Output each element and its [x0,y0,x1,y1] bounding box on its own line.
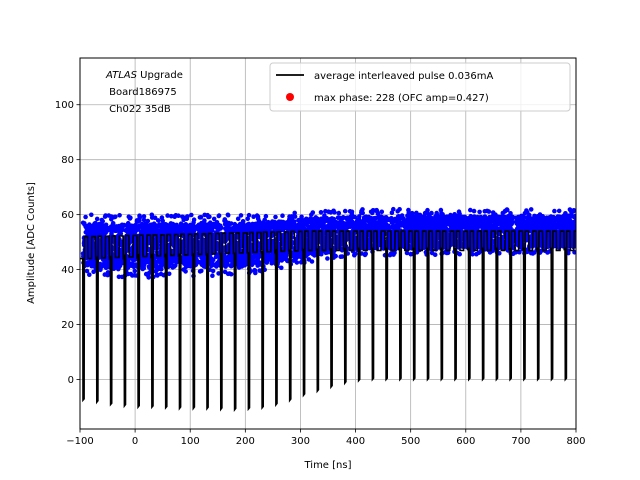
x-tick-label: 800 [566,436,585,447]
x-tick-label: 600 [456,436,475,447]
x-tick-label: 300 [291,436,310,447]
y-tick-label: 40 [61,265,74,276]
y-axis-label: Amplitude [ADC Counts] [26,182,37,304]
y-tick-label: 20 [61,320,74,331]
average-pulse-line [80,230,576,413]
annotation-atlas: ATLAS [105,70,138,81]
x-tick-label: 200 [236,436,255,447]
plot-frame [79,57,577,430]
y-tick-label: 100 [55,100,74,111]
legend: average interleaved pulse 0.036mA max ph… [269,62,571,112]
x-tick-label: 700 [511,436,530,447]
x-tick-label: 100 [181,436,200,447]
x-tick-label: −100 [66,436,93,447]
y-tick-label: 60 [61,210,74,221]
axis-ticks: −100 0 100 200 300 400 500 600 700 800 0 20 40 60 80 10… [55,100,586,447]
annotation: ATLAS Upgrade Board186975 Ch022 35dB [105,70,183,115]
y-tick-label: 0 [68,375,74,386]
x-tick-label: 500 [401,436,420,447]
x-tick-label: 400 [346,436,365,447]
annotation-board: Board186975 [106,87,177,98]
legend-entry-average-pulse: average interleaved pulse 0.036mA [314,71,493,82]
legend-red-dot-swatch [286,93,294,101]
line-layer [80,230,576,413]
x-tick-label: 0 [132,436,138,447]
legend-entry-max-phase: max phase: 228 (OFC amp=0.427) [314,93,489,104]
x-axis-label: Time [ns] [303,460,351,471]
annotation-line-1: ATLAS Upgrade [105,70,183,81]
scatter-layer [80,206,576,280]
sample-points [80,206,576,280]
y-tick-label: 80 [61,155,74,166]
annotation-upgrade: Upgrade [137,70,183,81]
annotation-channel: Ch022 35dB [106,104,171,115]
legend-box [269,62,571,112]
